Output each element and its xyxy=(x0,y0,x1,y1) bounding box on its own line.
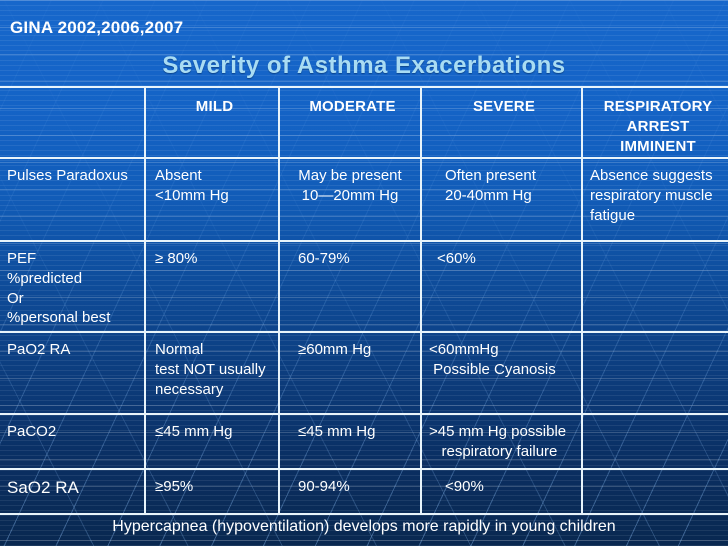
cell-sao2-severe: <90% xyxy=(422,470,583,515)
header-cell-moderate: MODERATE xyxy=(280,88,422,159)
cell-sao2-moderate: 90-94% xyxy=(280,470,422,515)
header-cell-mild: MILD xyxy=(146,88,280,159)
row-label-sao2: SaO2 RA xyxy=(0,470,146,515)
header-cell-severe: SEVERE xyxy=(422,88,583,159)
cell-pef-arrest xyxy=(583,242,728,333)
cell-paco2-moderate: ≤45 mm Hg xyxy=(280,415,422,470)
cell-sao2-arrest xyxy=(583,470,728,515)
cell-paco2-arrest xyxy=(583,415,728,470)
row-label-paco2: PaCO2 xyxy=(0,415,146,470)
cell-pao2-mild: Normal test NOT usually necessary xyxy=(146,333,280,415)
cell-pao2-moderate: ≥60mm Hg xyxy=(280,333,422,415)
cell-pulses-mild: Absent <10mm Hg xyxy=(146,159,280,242)
footer-note: Hypercapnea (hypoventilation) develops m… xyxy=(112,518,616,535)
cell-pef-moderate: 60-79% xyxy=(280,242,422,333)
row-label-pulses-paradoxus: Pulses Paradoxus xyxy=(0,159,146,242)
row-label-pef: PEF %predicted Or %personal best xyxy=(0,242,146,333)
cell-paco2-mild: ≤45 mm Hg xyxy=(146,415,280,470)
cell-pulses-moderate: May be present 10—20mm Hg xyxy=(280,159,422,242)
cell-pao2-arrest xyxy=(583,333,728,415)
cell-pulses-severe: Often present 20-40mm Hg xyxy=(422,159,583,242)
row-label-pao2: PaO2 RA xyxy=(0,333,146,415)
severity-table: MILD MODERATE SEVERE RESPIRATORY ARREST … xyxy=(0,86,728,515)
header-cell-respiratory-arrest: RESPIRATORY ARREST IMMINENT xyxy=(583,88,728,159)
header-cell-empty xyxy=(0,88,146,159)
cell-pef-severe: <60% xyxy=(422,242,583,333)
cell-pao2-severe: <60mmHg Possible Cyanosis xyxy=(422,333,583,415)
cell-pef-mild: ≥ 80% xyxy=(146,242,280,333)
cell-sao2-mild: ≥95% xyxy=(146,470,280,515)
cell-pulses-arrest: Absence suggests respiratory muscle fati… xyxy=(583,159,728,242)
slide-title: Severity of Asthma Exacerbations xyxy=(162,52,566,79)
reference-label: GINA 2002,2006,2007 xyxy=(10,18,184,37)
cell-paco2-severe: >45 mm Hg possible respiratory failure xyxy=(422,415,583,470)
